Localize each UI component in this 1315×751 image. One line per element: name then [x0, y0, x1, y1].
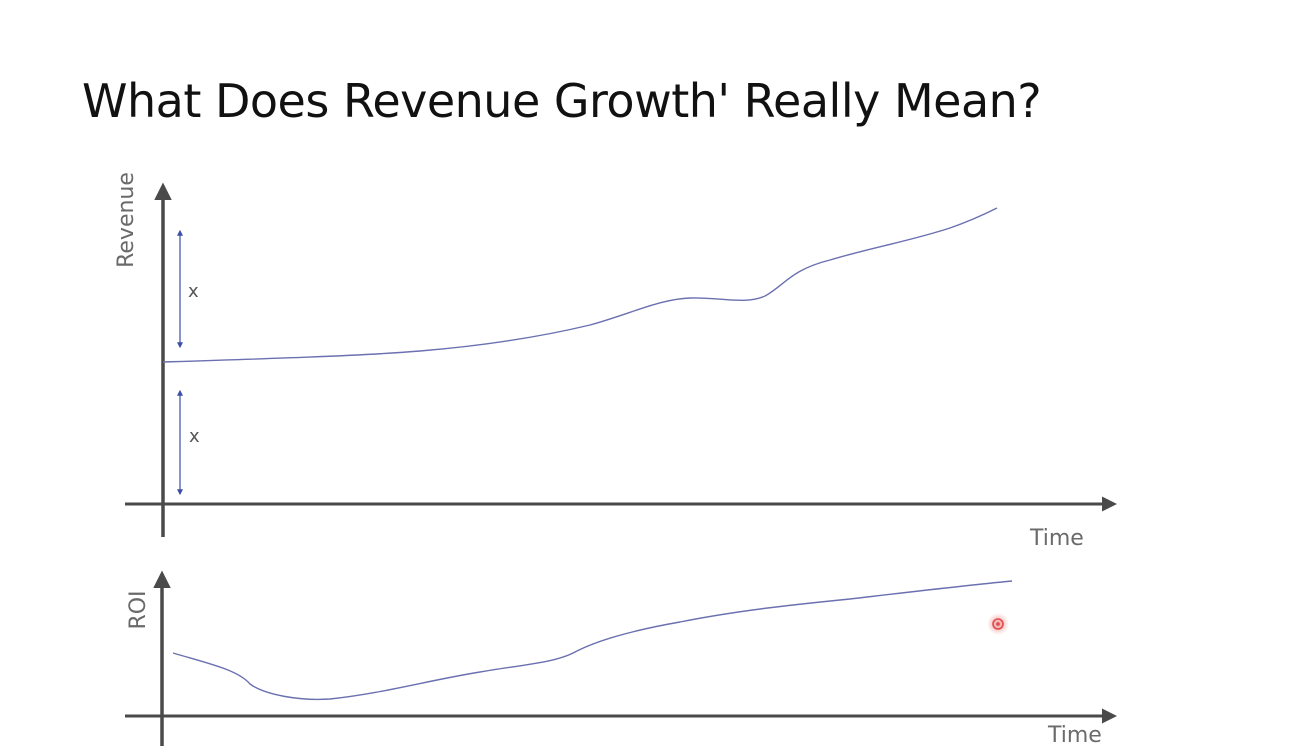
- lower-x-label: x: [189, 426, 200, 447]
- roi-x-label: Time: [1047, 723, 1102, 748]
- pointer-cursor: [987, 613, 1009, 635]
- revenue-y-label: Revenue: [114, 172, 139, 268]
- roi-chart: ROI Time: [125, 570, 1117, 748]
- cursor-dot: [996, 622, 1000, 626]
- revenue-x-label: Time: [1029, 526, 1084, 551]
- revenue-chart: Revenue Time x x: [114, 172, 1117, 551]
- roi-y-label: ROI: [126, 590, 151, 629]
- roi-line: [172, 580, 1013, 701]
- revenue-line: [162, 207, 998, 363]
- upper-x-label: x: [188, 281, 199, 302]
- slide-title: What Does Revenue Growth' Really Mean?: [82, 74, 1042, 128]
- cursor-ring: [992, 618, 1004, 630]
